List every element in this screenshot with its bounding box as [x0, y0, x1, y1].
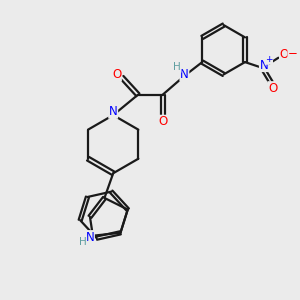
Text: N: N	[260, 58, 268, 71]
Text: N: N	[85, 231, 94, 244]
Text: H: H	[79, 236, 87, 247]
Text: +: +	[265, 55, 273, 64]
Text: O: O	[268, 82, 277, 95]
Text: H: H	[173, 62, 181, 72]
Text: O: O	[158, 115, 167, 128]
Text: N: N	[109, 105, 118, 118]
Text: O: O	[280, 48, 289, 61]
Text: N: N	[180, 68, 189, 81]
Text: −: −	[288, 47, 298, 60]
Text: O: O	[112, 68, 121, 81]
